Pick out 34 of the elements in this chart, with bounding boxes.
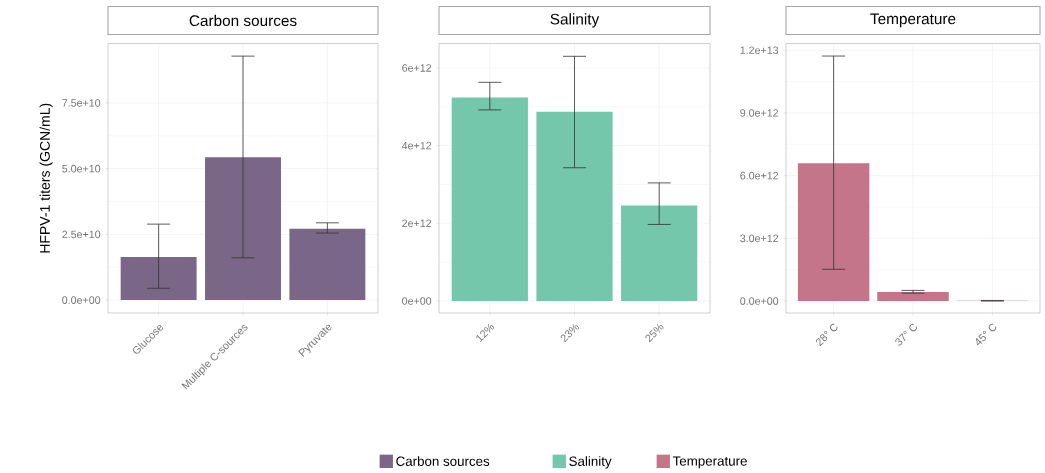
y-tick-label: 6e+12 — [402, 64, 432, 72]
legend-label: Salinity — [569, 456, 612, 469]
bar — [536, 111, 613, 301]
chart-title: Carbon sources — [189, 14, 297, 27]
bar — [797, 163, 870, 302]
y-tick-label: 0.0e+00 — [740, 297, 779, 305]
bar — [289, 228, 366, 301]
x-tick-label: 45° C — [976, 323, 997, 346]
x-tick-label: 28° C — [815, 323, 838, 347]
bar — [621, 205, 698, 301]
bar — [205, 157, 281, 301]
y-tick-label: 0e+00 — [402, 297, 432, 305]
chart-title: Temperature — [870, 13, 956, 28]
legend-label: Carbon sources — [396, 456, 490, 466]
y-tick-label: 5.0e+10 — [62, 164, 101, 173]
y-tick-label: 2e+12 — [402, 219, 432, 228]
y-tick-label: 0.0e+00 — [62, 296, 101, 304]
y-tick-label: 1.2e+13 — [740, 46, 779, 54]
x-tick-label: 37° C — [895, 323, 917, 346]
chart-title: Salinity — [550, 13, 600, 28]
y-tick-label: 7.5e+10 — [62, 99, 101, 107]
x-tick-label: 25% — [645, 323, 664, 343]
bar — [120, 256, 197, 301]
y-axis-title: HFPV-1 titers (GCN/mL) — [39, 103, 53, 253]
y-tick-label: 2.5e+10 — [62, 230, 101, 239]
y-tick-label: 6.0e+12 — [740, 171, 779, 180]
y-tick-label: 4e+12 — [401, 141, 432, 150]
y-tick-label: 9.0e+12 — [740, 109, 779, 117]
y-tick-label: 3.0e+12 — [740, 234, 779, 243]
bar — [451, 97, 528, 301]
legend-label: Temperature — [672, 456, 747, 469]
bar — [877, 292, 949, 302]
x-tick-label: 12% — [476, 323, 495, 343]
x-tick-label: 23% — [560, 323, 579, 343]
